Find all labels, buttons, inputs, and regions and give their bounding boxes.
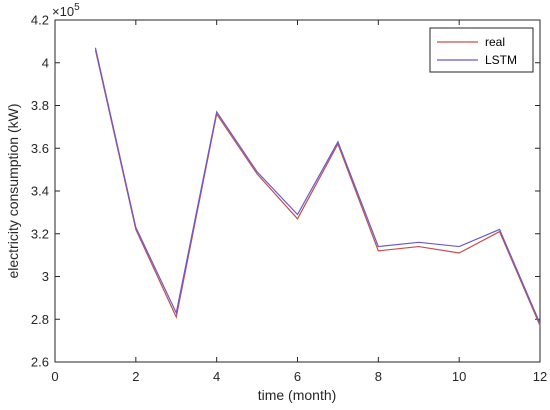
x-tick-label: 12: [533, 369, 547, 384]
y-tick-label: 3.4: [31, 184, 49, 199]
y-tick-label: 3.2: [31, 226, 49, 241]
y-tick-label: 4.2: [31, 13, 49, 28]
x-tick-label: 8: [375, 369, 382, 384]
x-tick-label: 0: [51, 369, 58, 384]
legend-label-real: real: [485, 35, 505, 49]
y-tick-label: 3.6: [31, 141, 49, 156]
x-tick-label: 4: [213, 369, 220, 384]
legend-box: [429, 27, 534, 73]
x-tick-label: 2: [132, 369, 139, 384]
y-tick-label: 2.8: [31, 312, 49, 327]
y-exponent-label: ×105: [52, 2, 80, 19]
y-exponent-power: 5: [74, 2, 80, 13]
x-axis-label: time (month): [258, 387, 337, 403]
y-tick-label: 4: [42, 55, 49, 70]
x-tick-label: 6: [294, 369, 301, 384]
legend-label-lstm: LSTM: [485, 53, 517, 67]
series-line-lstm: [94, 47, 541, 324]
y-tick-label: 2.6: [31, 355, 49, 370]
legend: real LSTM: [429, 27, 534, 73]
y-axis: 2.6 2.8 3 3.2 3.4 3.6 3.8 4 4.2: [31, 13, 540, 370]
plot-area: [54, 19, 541, 363]
series-line-real: [94, 49, 541, 326]
x-axis: 0 2 4 6 8 10 12: [51, 20, 547, 384]
x-tick-label: 10: [452, 369, 466, 384]
y-axis-label: electricity consumption (kW): [5, 103, 21, 278]
series-lines: [94, 47, 541, 326]
y-tick-label: 3: [42, 269, 49, 284]
y-tick-label: 3.8: [31, 98, 49, 113]
